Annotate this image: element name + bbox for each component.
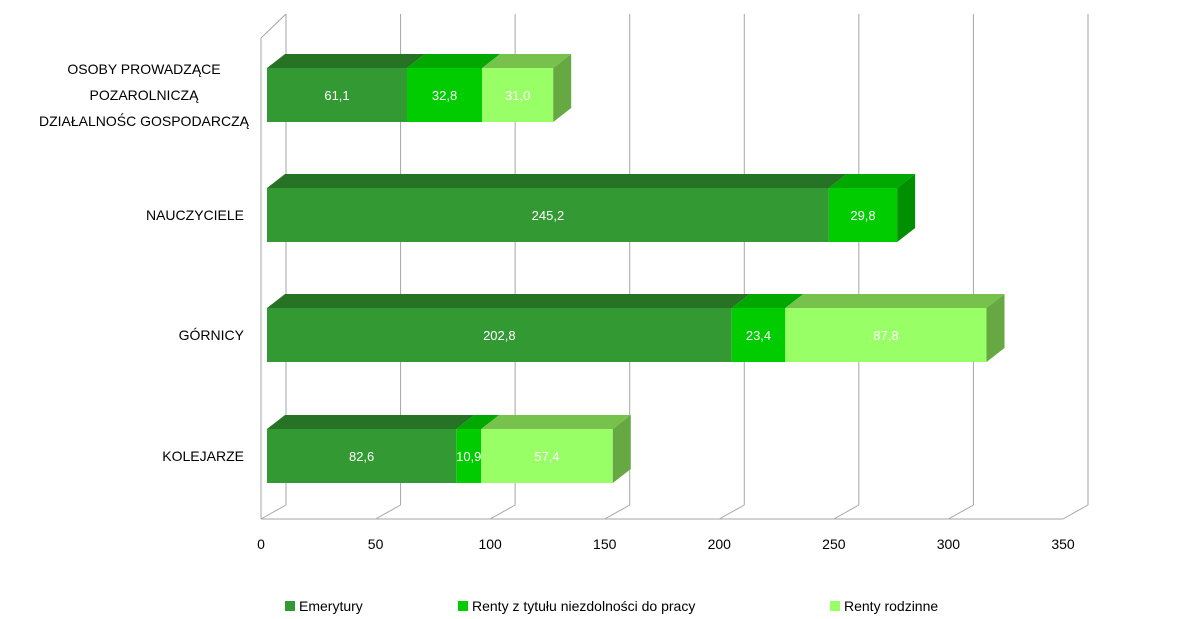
bar-segment <box>482 68 554 122</box>
data-label: 10,9 <box>456 449 481 464</box>
bar-top-face <box>731 294 804 308</box>
bar-segment <box>267 308 732 362</box>
bar-top-face <box>267 294 750 308</box>
legend-item: Renty rodzinne <box>830 598 938 614</box>
data-label: 82,6 <box>349 449 374 464</box>
floor-gridline <box>604 504 630 520</box>
legend-label: Renty z tytułu niezdolności do pracy <box>472 598 695 614</box>
floor-gridline <box>719 504 745 520</box>
legend-swatch <box>830 601 840 611</box>
bar-segment <box>785 308 987 362</box>
x-tick-label: 350 <box>1051 536 1075 552</box>
legend-item: Emerytury <box>285 598 363 614</box>
bar-segment <box>267 429 457 483</box>
bar-side-face <box>897 174 916 242</box>
bar-top-face <box>482 54 572 68</box>
value-axis: 0 50 100 150 200 250 300 350 <box>257 536 1075 552</box>
legend: Emerytury Renty z tytułu niezdolności do … <box>285 598 938 614</box>
data-label: 245,2 <box>532 208 565 223</box>
data-label: 31,0 <box>505 88 530 103</box>
bar-top-face <box>267 54 426 68</box>
category-label: OSOBY PROWADZĄCE POZAROLNICZĄ DZIAŁALNOŚC … <box>39 61 250 129</box>
category-label: GÓRNICY <box>179 327 245 343</box>
floor-gridline <box>375 504 401 520</box>
data-label: 32,8 <box>432 88 457 103</box>
bar-top-face <box>267 174 847 188</box>
x-tick-label: 300 <box>937 536 961 552</box>
bars: 61,1 32,8 31,0 245,2 29,8 202,8 23,4 87,8 82,6 10… <box>267 54 1005 483</box>
data-label: 61,1 <box>324 88 349 103</box>
x-tick-label: 250 <box>822 536 846 552</box>
bar-segment <box>828 188 898 242</box>
bar-side-face <box>986 294 1005 362</box>
bar-top-face <box>481 415 631 429</box>
x-tick-label: 150 <box>593 536 617 552</box>
bar-segment <box>731 308 786 362</box>
bar-top-face <box>785 294 1005 308</box>
data-label: 57,4 <box>534 449 559 464</box>
floor-gridline <box>833 504 860 520</box>
legend-swatch <box>458 601 468 611</box>
x-tick-label: 100 <box>478 536 502 552</box>
bar-segment <box>267 68 408 122</box>
floor-gridline <box>948 504 974 520</box>
bar-side-face <box>612 415 631 483</box>
data-label: 29,8 <box>850 208 875 223</box>
category-label: NAUCZYCIELE <box>146 207 244 223</box>
legend-label: Renty rodzinne <box>844 598 938 614</box>
x-tick-label: 200 <box>708 536 732 552</box>
data-label: 202,8 <box>483 328 516 343</box>
floor-gridline <box>260 504 287 520</box>
category-label: KOLEJARZE <box>162 448 244 464</box>
floor-gridline <box>1062 504 1089 520</box>
left-wall-top-edge <box>260 13 287 39</box>
bar-segment <box>456 429 482 483</box>
data-label: 23,4 <box>746 328 771 343</box>
bar-top-face <box>267 415 475 429</box>
bar-top-face <box>456 415 500 429</box>
legend-swatch <box>285 601 295 611</box>
legend-label: Emerytury <box>299 598 363 614</box>
x-tick-label: 0 <box>257 536 265 552</box>
bar-top-face <box>828 174 916 188</box>
floor-gridline <box>489 504 516 520</box>
data-label: 87,8 <box>873 328 898 343</box>
bar-segment <box>267 188 829 242</box>
bar-top-face <box>407 54 501 68</box>
x-tick-label: 50 <box>368 536 384 552</box>
bar-side-face <box>553 54 572 122</box>
legend-item: Renty z tytułu niezdolności do pracy <box>458 598 695 614</box>
bar-segment <box>407 68 483 122</box>
bar-segment <box>481 429 613 483</box>
category-axis: OSOBY PROWADZĄCE POZAROLNICZĄ DZIAŁALNOŚC … <box>39 61 250 464</box>
